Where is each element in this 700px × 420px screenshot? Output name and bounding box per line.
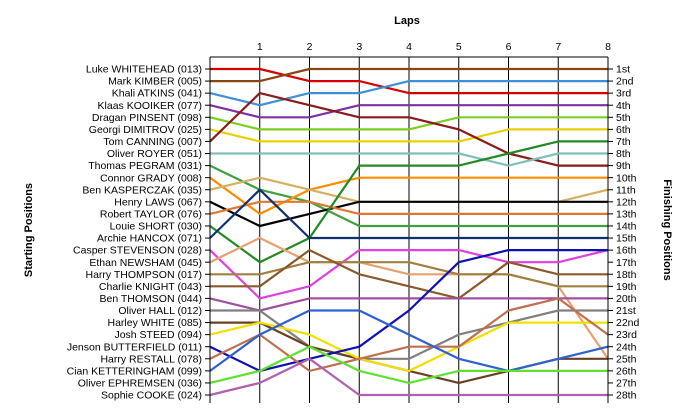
finishing-position-label: 12th: [616, 196, 637, 208]
starting-position-label: Harley WHITE (085): [107, 317, 202, 329]
finishing-position-label: 1st: [616, 64, 630, 76]
series-line: [209, 200, 608, 215]
series-line: [209, 116, 608, 131]
starting-position-label: Jenson BUTTERFIELD (011): [67, 341, 202, 353]
starting-position-label: Luke WHITEHEAD (013): [86, 64, 202, 76]
finishing-position-label: 6th: [616, 124, 631, 136]
series-line: [209, 249, 609, 300]
series-line: [209, 104, 608, 119]
series-line: [209, 164, 608, 228]
series-line: [209, 91, 608, 167]
finishing-position-label: 4th: [616, 100, 631, 112]
starting-position-label: Mark KIMBER (005): [108, 76, 202, 88]
finishing-position-label: 11th: [616, 184, 636, 196]
x-tick-label: 3: [356, 41, 362, 53]
finishing-position-label: 3rd: [616, 88, 631, 100]
starting-position-label: Charlie KNIGHT (043): [99, 281, 202, 293]
finishing-position-label: 15th: [616, 233, 637, 245]
finishing-position-label: 24th: [616, 341, 637, 353]
series-line: [209, 128, 608, 143]
series-line: [209, 200, 608, 228]
starting-position-label: Josh STEED (094): [114, 329, 202, 341]
starting-position-label: Thomas PEGRAM (031): [88, 160, 202, 172]
finishing-position-label: 22nd: [616, 317, 640, 329]
finishing-position-label: 10th: [616, 172, 637, 184]
starting-position-label: Oliver EPHREMSEN (036): [78, 378, 202, 390]
starting-position-label: Ethan NEWSHAM (045): [89, 257, 202, 269]
series-line: [209, 188, 608, 240]
y-axis-label-left: Starting Positions: [23, 183, 35, 277]
starting-position-label: Sophie COOKE (024): [101, 390, 202, 402]
starting-position-label: Georgi DIMITROV (025): [89, 124, 202, 136]
series-line: [209, 79, 608, 107]
finishing-position-label: 28th: [616, 390, 637, 402]
starting-position-label: Ben THOMSON (044): [99, 293, 202, 305]
finishing-position-label: 13th: [616, 208, 637, 220]
series-line: [209, 297, 608, 312]
series-line: [209, 297, 609, 372]
x-tick-label: 1: [257, 41, 263, 53]
starting-position-label: Harry RESTALL (078): [100, 353, 202, 365]
starting-position-label: Dragan PINSENT (098): [92, 112, 202, 124]
starting-position-label: Klaas KOOIKER (077): [98, 100, 202, 112]
starting-position-label: Ben KASPERCZAK (035): [82, 184, 202, 196]
finishing-position-label: 19th: [616, 281, 637, 293]
axes: [205, 56, 613, 403]
series-line: [210, 261, 608, 288]
starting-position-label: Louie SHORT (030): [110, 221, 202, 233]
finishing-position-label: 21st: [616, 305, 636, 317]
starting-position-label: Robert TAYLOR (076): [100, 208, 202, 220]
series-line: [209, 249, 608, 372]
finishing-position-label: 17th: [616, 257, 637, 269]
finishing-position-label: 16th: [616, 245, 637, 257]
finishing-position-label: 7th: [616, 136, 631, 148]
starting-position-label: Oliver HALL (012): [118, 305, 202, 317]
finishing-position-label: 18th: [616, 269, 637, 281]
starting-position-label: Khali ATKINS (041): [112, 88, 202, 100]
x-tick-label: 7: [555, 41, 561, 53]
x-tick-label: 6: [506, 41, 512, 53]
chart-title: Laps: [394, 15, 420, 27]
series-line: [209, 345, 608, 384]
finishing-position-label: 14th: [616, 221, 637, 233]
series-line: [209, 140, 608, 264]
series-line: [210, 67, 608, 95]
series-line: [210, 249, 608, 300]
starting-position-label: Oliver ROYER (051): [107, 148, 202, 160]
starting-position-label: Harry THOMPSON (017): [86, 269, 203, 281]
finishing-position-label: 9th: [616, 160, 631, 172]
grid-lines: [259, 57, 609, 403]
finishing-position-label: 25th: [616, 353, 637, 365]
series-line: [210, 67, 608, 83]
finishing-position-label: 27th: [616, 378, 637, 390]
x-tick-label: 8: [605, 41, 611, 53]
series-line: [210, 152, 608, 167]
starting-position-label: Archie HANCOX (071): [97, 233, 202, 245]
starting-position-label: Casper STEVENSON (028): [73, 245, 202, 257]
x-tick-label: 2: [307, 41, 313, 53]
starting-position-label: Tom CANNING (007): [103, 136, 202, 148]
position-labels: 1 2 3 4 5 6 7 8 Luke WHITEHEAD (013)Mark KIMBER …: [67, 41, 640, 402]
finishing-position-label: 2nd: [616, 76, 634, 88]
starting-position-label: Cian KETTERINGHAM (099): [67, 365, 202, 377]
finishing-position-label: 20th: [616, 293, 637, 305]
starting-position-label: Connor GRADY (008): [100, 172, 202, 184]
finishing-position-label: 5th: [616, 112, 631, 124]
series-lines: [209, 67, 609, 397]
series-line: [210, 309, 608, 360]
x-tick-label: 4: [406, 41, 412, 53]
finishing-position-label: 26th: [616, 365, 637, 377]
y-axis-label-right: Finishing Positions: [661, 179, 673, 280]
series-line: [209, 309, 609, 372]
finishing-position-label: 23rd: [616, 329, 637, 341]
starting-position-label: Henry LAWS (067): [114, 196, 202, 208]
series-line: [209, 357, 608, 397]
x-tick-label: 5: [456, 41, 462, 53]
finishing-position-label: 8th: [616, 148, 631, 160]
